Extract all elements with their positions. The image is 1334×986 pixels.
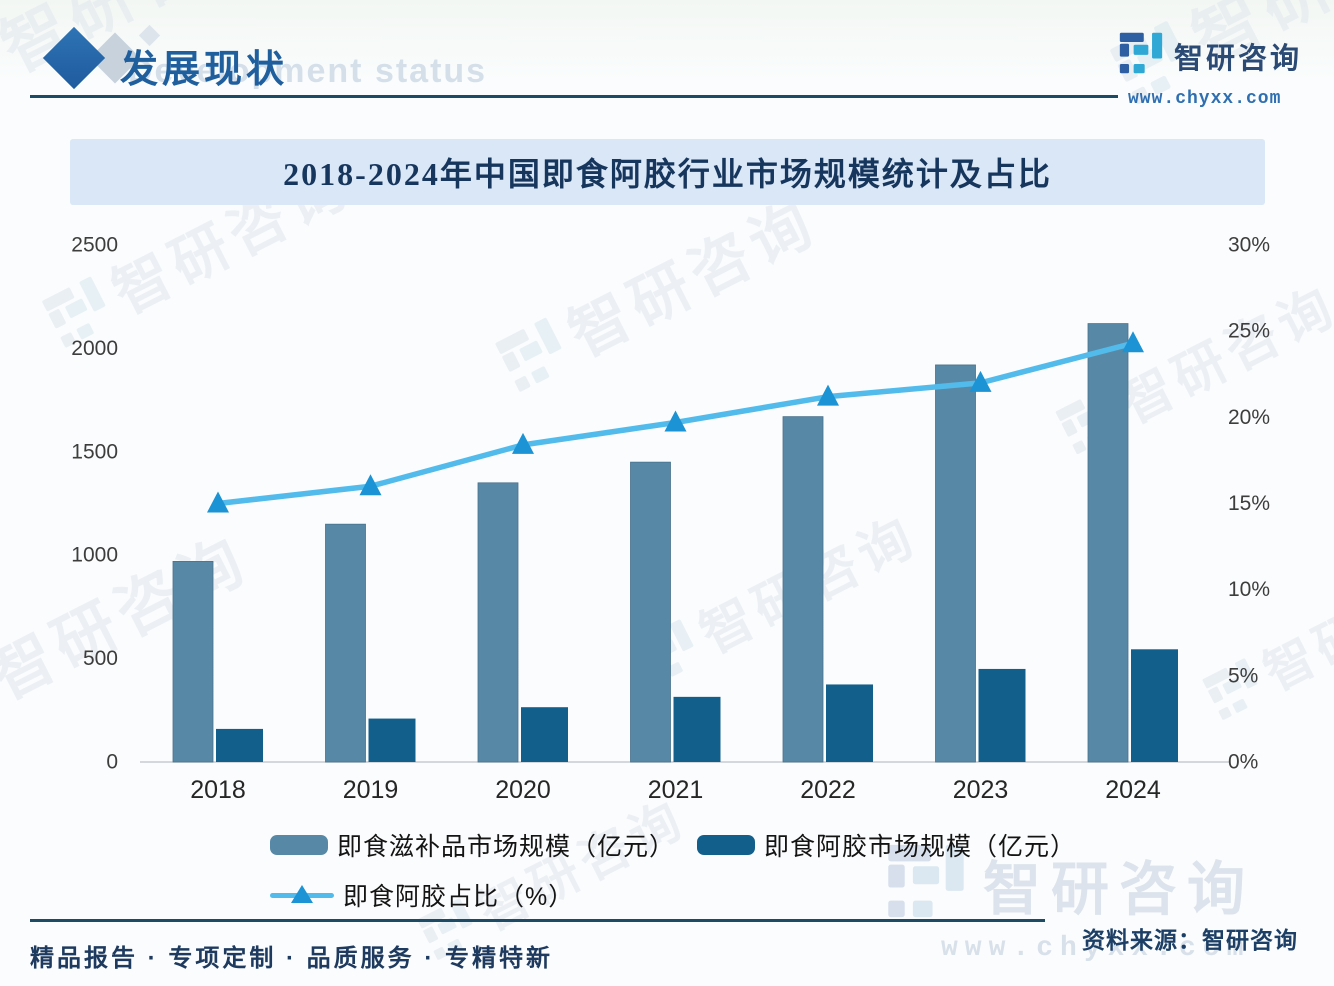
- legend-item-ratio: 即食阿胶占比（%）: [270, 877, 574, 913]
- right-axis-tick: 0%: [1228, 751, 1258, 774]
- bar-ejiao-2023: [978, 668, 1026, 762]
- chart-title: 2018-2024年中国即食阿胶行业市场规模统计及占比: [283, 156, 1052, 192]
- ratio-marker-2019: [359, 474, 382, 496]
- x-axis-label: 2021: [648, 776, 704, 804]
- left-axis-tick: 2500: [71, 234, 118, 257]
- x-axis-label: 2022: [800, 776, 856, 804]
- bar-ejiao-2022: [826, 684, 873, 762]
- brand-logo-icon: [1118, 30, 1164, 81]
- ratio-marker-2023: [969, 370, 992, 392]
- ratio-marker-2022: [817, 384, 839, 406]
- left-axis-tick: 500: [83, 647, 118, 670]
- x-axis-label: 2019: [343, 776, 399, 804]
- bar-tonic-2018: [172, 561, 214, 763]
- right-axis-tick: 30%: [1228, 234, 1270, 257]
- bar-ejiao-2019: [368, 718, 416, 762]
- header-watermark-text: Development status: [128, 52, 488, 90]
- right-axis-tick: 25%: [1228, 320, 1270, 343]
- footer-divider: [30, 919, 1045, 922]
- brand-logo: 智研咨询 www.chyxx.com: [1118, 30, 1302, 109]
- x-axis-label: 2018: [190, 776, 246, 804]
- brand-pixel-icon: [0, 25, 8, 116]
- legend-label-tonic: 即食滋补品市场规模（亿元）: [337, 833, 676, 861]
- brand-logo-url: www.chyxx.com: [1127, 89, 1282, 109]
- header-divider: [30, 95, 1118, 98]
- legend-item-ejiao-market: 即食阿胶市场规模（亿元）: [697, 827, 1076, 863]
- ratio-marker-2021: [664, 410, 687, 432]
- left-axis-tick: 1000: [71, 544, 118, 567]
- bar-ejiao-2024: [1131, 649, 1178, 762]
- bar-ejiao-2018: [216, 728, 263, 762]
- legend-swatch-tonic: [270, 835, 328, 855]
- left-axis-tick: 0: [106, 751, 118, 774]
- page-title: 发展现状: [120, 49, 289, 91]
- bar-tonic-2021: [630, 461, 671, 763]
- legend-label-ratio: 即食阿胶占比（%）: [343, 883, 575, 911]
- bar-ejiao-2020: [521, 707, 568, 762]
- combo-chart: 0 500 1000 1500 2000 2500 0% 5% 10% 15% 20% 25% 30% 2…: [40, 228, 1294, 843]
- bar-tonic-2019: [325, 523, 366, 763]
- ratio-marker-2020: [512, 432, 534, 454]
- bar-tonic-2020: [477, 482, 519, 763]
- legend-label-ejiao: 即食阿胶市场规模（亿元）: [764, 833, 1077, 861]
- x-axis-label: 2023: [953, 776, 1009, 804]
- footer-tagline: 精品报告 · 专项定制 · 品质服务 · 专精特新: [30, 945, 553, 972]
- ratio-marker-2024: [1122, 331, 1144, 353]
- right-axis-tick: 5%: [1228, 664, 1258, 687]
- brand-logo-name: 智研咨询: [1173, 42, 1302, 75]
- chart-title-banner: 2018-2024年中国即食阿胶行业市场规模统计及占比: [70, 139, 1265, 205]
- triangle-marker-icon: [291, 884, 313, 903]
- right-axis-tick: 15%: [1228, 492, 1270, 515]
- legend-line-marker: [270, 884, 334, 903]
- right-axis-tick: 10%: [1228, 578, 1270, 601]
- left-axis-tick: 1500: [71, 440, 118, 463]
- bar-ejiao-2021: [673, 696, 721, 762]
- x-axis-label: 2024: [1105, 776, 1161, 804]
- ratio-marker-2018: [207, 491, 229, 513]
- chart-legend: 即食滋补品市场规模（亿元） 即食阿胶市场规模（亿元） 即食阿胶占比（%）: [270, 827, 1098, 927]
- left-axis-tick: 2000: [71, 337, 118, 360]
- legend-swatch-ejiao: [697, 835, 756, 855]
- bar-tonic-2024: [1087, 323, 1129, 763]
- right-axis-tick: 20%: [1228, 406, 1270, 429]
- bar-tonic-2022: [782, 416, 824, 763]
- diamond-icon: [42, 26, 106, 90]
- x-axis-label: 2020: [495, 776, 551, 804]
- brand-pixel-icon: [1119, 32, 1163, 74]
- bar-tonic-2023: [935, 364, 976, 763]
- legend-item-tonic-market: 即食滋补品市场规模（亿元）: [270, 827, 675, 863]
- data-source-text: 资料来源：智研咨询: [1082, 927, 1298, 953]
